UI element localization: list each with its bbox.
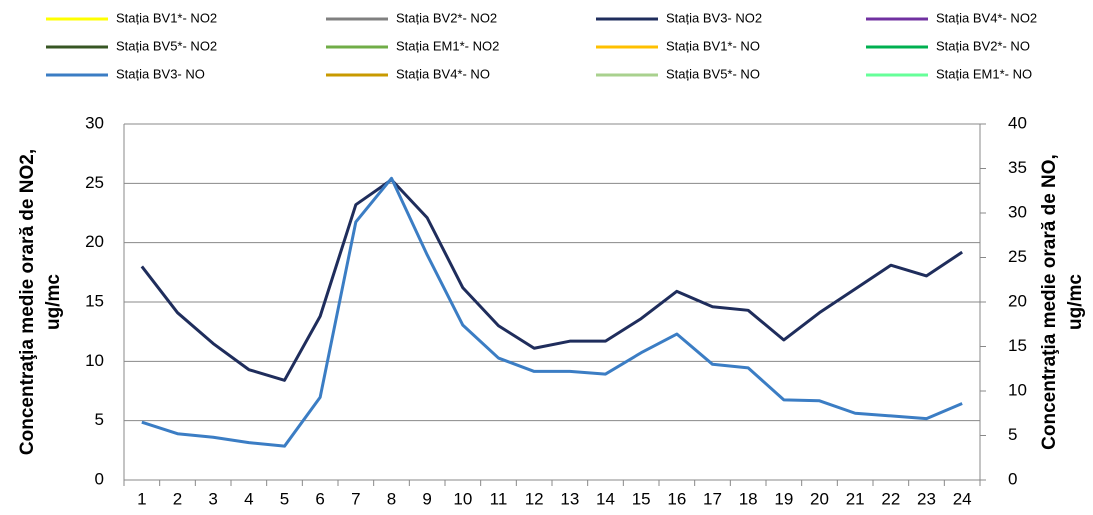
y-tick-label: 15 <box>85 291 104 310</box>
y2-axis-title-line: ug/mc <box>1065 274 1086 330</box>
x-tick-label: 22 <box>881 489 900 508</box>
y-tick-label: 0 <box>95 469 104 488</box>
x-tick-label: 7 <box>351 489 360 508</box>
x-tick-label: 23 <box>917 489 936 508</box>
x-tick-label: 8 <box>387 489 396 508</box>
y-tick-label: 5 <box>95 410 104 429</box>
y-tick-label: 30 <box>85 113 104 132</box>
y2-tick-label: 35 <box>1008 158 1027 177</box>
x-tick-label: 20 <box>810 489 829 508</box>
x-tick-label: 11 <box>490 489 508 508</box>
x-tick-label: 16 <box>667 489 686 508</box>
y2-tick-label: 0 <box>1008 469 1017 488</box>
x-tick-label: 13 <box>560 489 579 508</box>
x-tick-label: 6 <box>315 489 324 508</box>
x-tick-label: 10 <box>453 489 472 508</box>
legend-label: Stația BV3- NO <box>116 66 205 81</box>
y2-axis-title-line: Concentraţia medie orară de NO, <box>1039 154 1060 450</box>
y2-axis-title: Concentraţia medie orară de NO, ug/mc <box>1039 154 1086 450</box>
legend-label: Stația BV1*- NO2 <box>116 10 217 25</box>
x-tick-label: 21 <box>846 489 865 508</box>
y-tick-label: 10 <box>85 351 104 370</box>
x-tick-label: 3 <box>208 489 217 508</box>
y2-tick-label: 20 <box>1008 291 1027 310</box>
y-axis-title-line: Concentraţia medie orară de NO2, <box>17 149 38 455</box>
legend-label: Stația BV4*- NO <box>396 66 490 81</box>
x-tick-label: 12 <box>525 489 544 508</box>
legend-label: Stația EM1*- NO <box>936 66 1032 81</box>
legend-label: Stația BV2*- NO2 <box>396 10 497 25</box>
legend-label: Stația BV5*- NO <box>666 66 760 81</box>
x-tick-label: 9 <box>422 489 431 508</box>
series-line <box>141 176 963 448</box>
x-tick-label: 24 <box>953 489 972 508</box>
legend-label: Stația BV4*- NO2 <box>936 10 1037 25</box>
legend-label: Stația BV5*- NO2 <box>116 38 217 53</box>
x-tick-label: 15 <box>632 489 651 508</box>
legend-label: Stația BV2*- NO <box>936 38 1030 53</box>
legend-label: Stația EM1*- NO2 <box>396 38 499 53</box>
x-tick-label: 5 <box>280 489 289 508</box>
series-line <box>140 178 963 382</box>
x-tick-label: 4 <box>244 489 253 508</box>
y2-tick-label: 40 <box>1008 113 1027 132</box>
y-axis-title-line: ug/mc <box>43 274 64 330</box>
legend-label: Stația BV1*- NO <box>666 38 760 53</box>
x-tick-label: 2 <box>173 489 182 508</box>
x-tick-label: 1 <box>137 489 146 508</box>
y2-tick-label: 5 <box>1008 425 1017 444</box>
y-tick-label: 25 <box>85 173 104 192</box>
x-tick-label: 18 <box>739 489 758 508</box>
y2-tick-label: 30 <box>1008 202 1027 221</box>
x-tick-label: 17 <box>703 489 722 508</box>
y2-tick-label: 15 <box>1008 336 1027 355</box>
y-axis-title: Concentraţia medie orară de NO2, ug/mc <box>17 149 64 455</box>
legend-label: Stația BV3- NO2 <box>666 10 762 25</box>
x-tick-label: 19 <box>774 489 793 508</box>
y2-tick-label: 25 <box>1008 247 1027 266</box>
y2-tick-label: 10 <box>1008 380 1027 399</box>
x-tick-label: 14 <box>596 489 615 508</box>
y-tick-label: 20 <box>85 232 104 251</box>
